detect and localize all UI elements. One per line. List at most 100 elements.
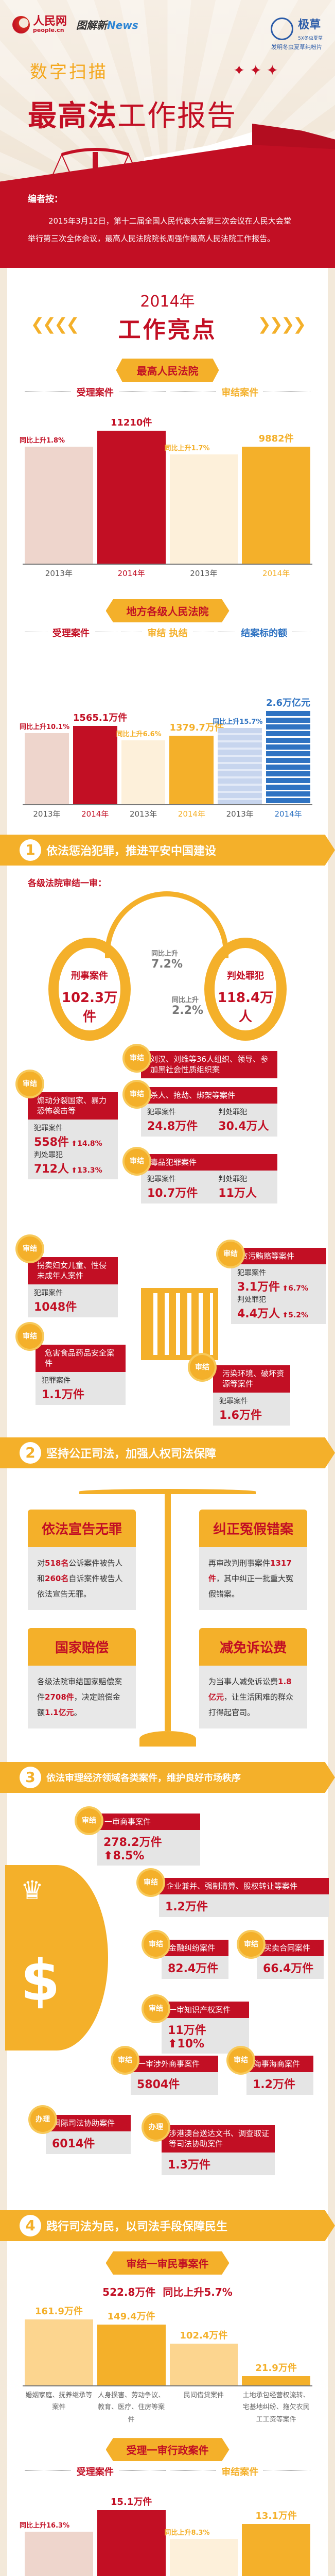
change-caption: 同比上升 [151,950,179,958]
section-title: 践行司法为民，以司法手段保障民生 [46,2221,228,2233]
highlight: 1.8亿元 [208,1677,292,1702]
concluded-seal-icon: 审结 [190,1355,215,1380]
civil-bars: 161.9万件 149.4万件 102.4万件 21.9万件 [23,2306,312,2386]
x-label: 2013年 [226,809,254,819]
concluded-seal-icon: 审结 [125,1082,149,1107]
box-title: 贪污贿赂等案件 [231,1248,326,1265]
box-value: 24.8万件 [147,1120,198,1133]
x-label: 2013年 [190,569,218,578]
box-title: 煽动分裂国家、暴力恐怖袭击等 [28,1092,118,1120]
box-key: 犯罪案件 [42,1376,70,1385]
x-label: 2014年 [178,809,205,819]
box-value: 66.4万件 [263,1962,314,1976]
up-arrow-icon: ⬆ [282,1311,289,1320]
concluded-seal-icon: 审结 [17,1324,42,1349]
cuff-value: 102.3万件 [61,990,118,1025]
cuff-value: 118.4万人 [217,990,274,1025]
highlights-heading: 2014年 工作亮点 [7,278,328,349]
concluded-seal-icon: 审结 [17,1072,42,1096]
box-value: 1.3万件 [168,2158,210,2172]
text: 为当事人减免诉讼费 [208,1677,278,1686]
scale-base [139,1731,196,1747]
x-label: 2014年 [81,809,109,819]
value-label: 149.4万件 [107,2311,155,2323]
value-label: 13.1万件 [255,2511,297,2522]
concluded-seal-icon: 审结 [125,1046,149,1071]
hero-banner: 人民网 people.cn 图解新News 极草 5X冬虫夏草 发明冬虫夏草纯粉片 … [0,0,335,206]
box-title: 污染环境、破坏资源等案件 [213,1365,290,1393]
supreme-court-chart: 同比上升1.8% 11210件 同比上升1.7% 9882件 [20,417,312,565]
logo-tujie-text: 图解新 [76,19,108,31]
section-title: 依法惩治犯罪，推进平安中国建设 [46,845,217,858]
highlight: 1317件 [208,1558,292,1583]
text: 。 [74,1708,82,1717]
value-label: 11210件 [110,417,152,428]
concluded-seal-icon: 审结 [77,1808,101,1833]
box-key: 犯罪案件 [147,1175,176,1184]
econ-box: 一审知识产权案件 11万件 ⬆10% [162,2002,249,2054]
bar: 15.1万件 [97,2497,166,2576]
x-label: 婚姻家庭、抚养继承等案件 [25,2392,93,2412]
change-label: 同比上升16.3% [20,2521,70,2530]
bar: 同比上升15.7% [213,718,262,804]
box-value: 6014件 [52,2138,95,2151]
dollar-icon: $ [21,1947,60,2013]
econ-box: 一审涉外商事案件 5804件 [131,2056,218,2095]
group-accepted: 受理案件 [47,628,95,639]
bar: 1379.7万件 [169,722,224,804]
value-label: 1379.7万件 [169,722,224,733]
econ-box: 买卖合同案件 66.4万件 [257,1940,324,1979]
money-bag-icon: ♛ $ [5,1865,108,2050]
sponsor-logo[interactable]: 极草 5X冬虫夏草 发明冬虫夏草纯粉片 [271,15,323,51]
title-bold: 最高法 [28,99,117,133]
econ-box: 金融纠纷案件 82.4万件 [162,1940,228,1979]
box-value: 11万人 [218,1187,257,1200]
x-label: 2014年 [117,569,145,578]
bar: 同比上升16.3% [20,2522,93,2576]
logo-domain: people.cn [33,27,64,33]
up-arrow-icon: ⬆ [168,2038,178,2051]
up-arrow-icon: ⬆ [71,1139,78,1148]
logo-text: 人民网 [33,14,67,28]
people-cn-logo[interactable]: 人民网 people.cn [12,15,67,33]
box-value: 10.7万件 [147,1187,198,1200]
justice-scale-graphic: 依法宣告无罪 对518名公诉案件被告人和260名自诉案件被告人依法宣告无罪。 纠正… [17,1479,318,1747]
box-key: 犯罪案件 [147,1108,176,1117]
sponsor-sub: 5X冬虫夏草 [298,36,323,41]
bar: 同比上升10.1% [20,723,69,804]
box-key: 判处罪犯 [34,1150,63,1159]
people-swirl-icon [12,15,30,33]
concluded-seal-icon: 审结 [17,1236,42,1261]
supreme-court-pill: 最高人民法院 [116,359,219,382]
box-value: 712人 [34,1162,69,1176]
crime-label: 各级法院审结一审： [28,878,107,889]
box-title: 一审商事案件 [97,1814,200,1831]
box-title: 杀人、抢劫、绑架等案件 [141,1087,277,1104]
econ-box: 企业兼并、强制清算、股权转让等案件 1.2万件 [159,1878,329,1918]
box-value: 1.2万件 [253,2078,295,2092]
handcuffs-graphic: 各级法院审结一审： 刑事案件 102.3万件 判处罪犯 118.4万人 同比上升 7.… [17,876,318,1046]
box-change: 5.2% [288,1311,308,1320]
box-change: 8.5% [113,1850,145,1863]
bar: 13.1万件 [242,2511,310,2576]
section-number: 2 [20,1442,41,1464]
cuff-criminal-cases: 刑事案件 102.3万件 [48,938,131,1041]
cuff-criminals: 判处罪犯 118.4万人 [204,938,287,1041]
jail-bars-icon [141,1288,218,1360]
admin-cases-chart: 同比上升16.3% 15.1万件 同比上升8.3% 13.1万件 [20,2497,312,2576]
box-value: 11万件 [168,2024,206,2038]
sponsor-name: 极草 [298,19,321,31]
group-concluded: 审结 执结 [142,628,193,639]
tujie-news-logo[interactable]: 图解新News [76,17,138,32]
x-label: 2013年 [33,809,61,819]
bar: 同比上升6.6% [116,731,166,804]
text: ，决定赔偿金额 [37,1692,120,1717]
x-label: 2014年 [274,809,302,819]
change-caption: 同比上升 [172,996,199,1004]
box-title: 国家赔偿 [28,1628,136,1666]
box-value: 5804件 [137,2078,180,2092]
logo-news-text: News [107,19,138,31]
x-label: 2014年 [262,569,290,578]
highlight: 260名 [45,1574,69,1583]
box-title: 买卖合同案件 [257,1940,324,1957]
